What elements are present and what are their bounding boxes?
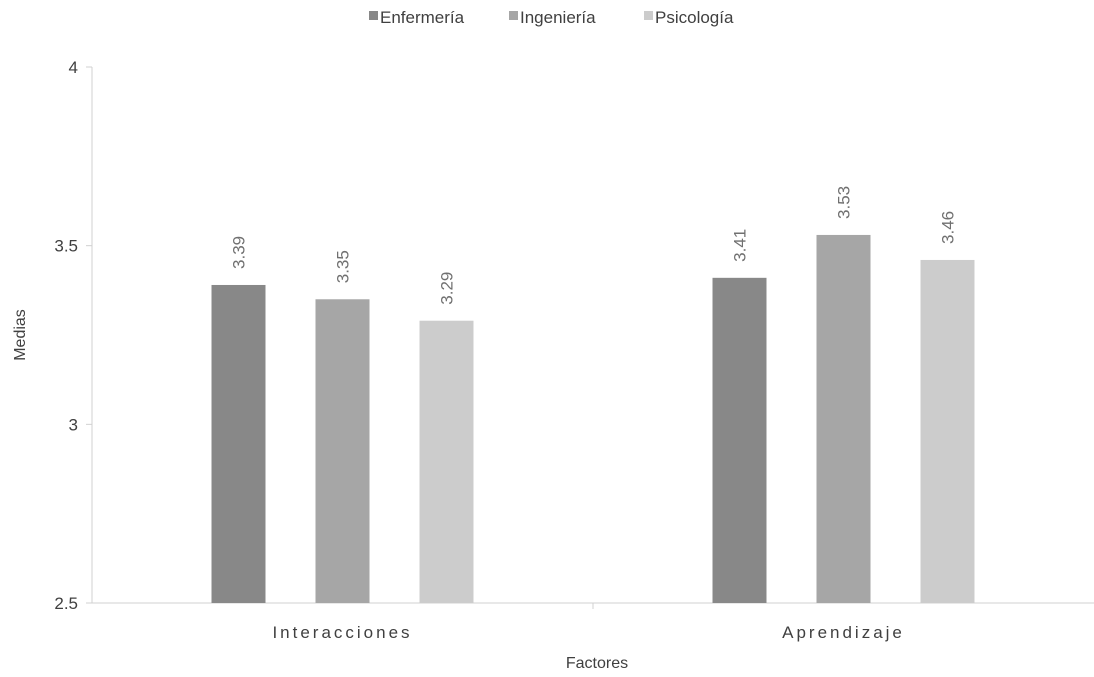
legend-swatch: [644, 11, 653, 20]
x-category-label: Interacciones: [272, 623, 412, 642]
x-axis-title: Factores: [566, 655, 628, 672]
data-label: 3.29: [438, 272, 457, 305]
bar: [920, 259, 975, 603]
legend-swatch: [509, 11, 518, 20]
bar: [315, 299, 370, 603]
bar: [419, 320, 474, 603]
legend-label: Psicología: [655, 8, 734, 27]
bars-group: [211, 234, 975, 604]
data-label: 3.41: [731, 229, 750, 262]
x-axis: Interacciones Aprendizaje: [92, 602, 1094, 642]
y-tick-label: 2.5: [54, 594, 78, 613]
data-labels-group: 3.39 3.41 3.35 3.53 3.29 3.46: [230, 186, 958, 305]
data-label: 3.39: [230, 236, 249, 269]
legend-label: Enfermería: [380, 8, 465, 27]
x-category-label: Aprendizaje: [782, 623, 905, 642]
bar: [816, 234, 871, 604]
y-axis-title: Medias: [12, 309, 29, 361]
bar: [712, 277, 767, 603]
data-label: 3.35: [334, 250, 353, 283]
y-tick-label: 3.5: [54, 237, 78, 256]
y-tick-label: 3: [69, 415, 78, 434]
data-label: 3.53: [835, 186, 854, 219]
data-label: 3.46: [939, 211, 958, 244]
legend-label: Ingeniería: [520, 8, 596, 27]
y-tick-label: 4: [69, 58, 78, 77]
legend-swatch: [369, 11, 378, 20]
legend: Enfermería Ingeniería Psicología: [369, 8, 734, 27]
y-axis: 2.5 3 3.5 4: [54, 58, 93, 613]
bar: [211, 284, 266, 603]
